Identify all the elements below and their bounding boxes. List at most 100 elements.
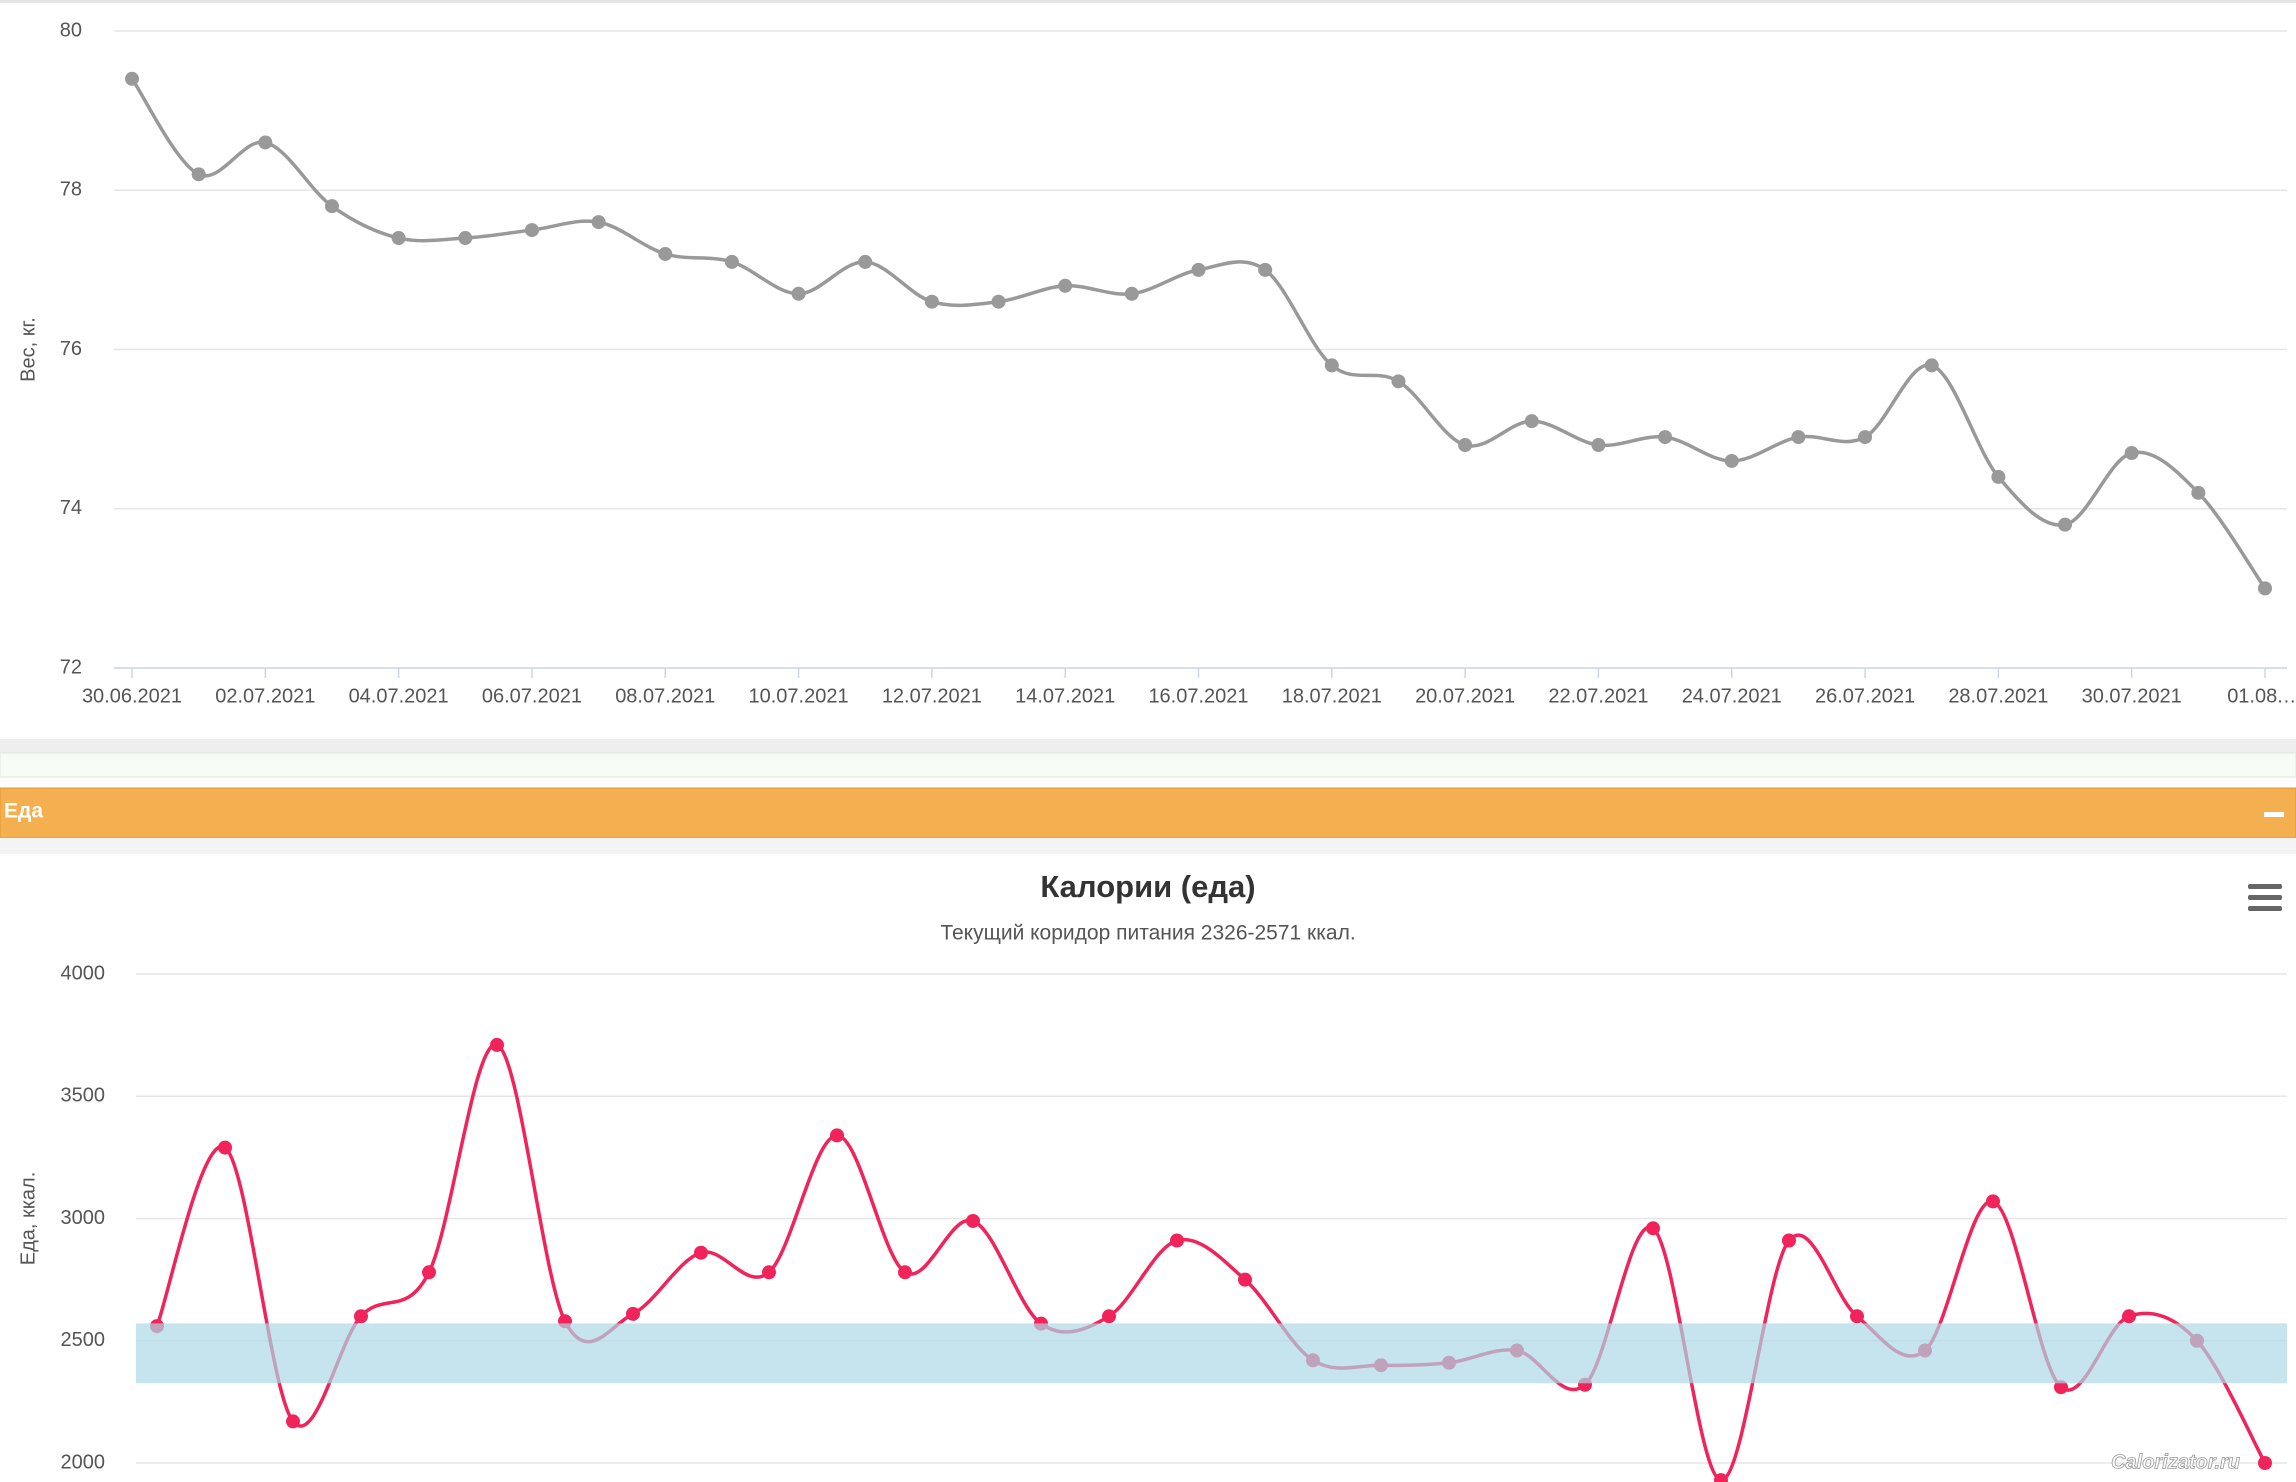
x-tick-label: 01.08.… [2227, 685, 2296, 707]
data-point [694, 1245, 708, 1260]
data-point [1591, 438, 1606, 453]
x-tick-label: 30.06.2021 [82, 685, 182, 707]
data-point [2058, 517, 2073, 532]
data-point [1170, 1233, 1184, 1248]
data-point [924, 294, 939, 309]
data-point [1238, 1272, 1252, 1287]
data-point [830, 1128, 844, 1143]
data-line [130, 77, 2267, 590]
x-tick-label: 28.07.2021 [1948, 685, 2048, 707]
x-tick-label: 02.07.2021 [215, 685, 315, 707]
x-tick-label: 18.07.2021 [1282, 685, 1382, 707]
data-point [1258, 262, 1273, 277]
data-point [1991, 469, 2006, 484]
data-point [991, 294, 1006, 309]
menu-line [2248, 895, 2282, 900]
data-point [591, 215, 606, 230]
data-point [354, 1309, 368, 1324]
data-point [1658, 430, 1673, 445]
data-point [1102, 1309, 1116, 1324]
data-point [1986, 1194, 2000, 1209]
data-point [1714, 1473, 1728, 1482]
watermark: Calorizator.ru [2111, 1451, 2240, 1473]
data-point [2124, 446, 2139, 461]
data-point [626, 1306, 640, 1321]
y-tick-label: 2500 [61, 1329, 106, 1351]
data-point [1458, 438, 1473, 453]
data-line [155, 1043, 2267, 1482]
data-point [1646, 1221, 1660, 1236]
x-tick-label: 24.07.2021 [1682, 685, 1782, 707]
separator [0, 739, 2296, 753]
y-tick-label: 2000 [61, 1451, 106, 1473]
data-point [1524, 414, 1539, 429]
chart-subtitle: Текущий коридор питания 2326-2571 ккал. [940, 922, 1355, 945]
y-tick-label: 76 [60, 338, 82, 360]
data-point [724, 254, 739, 269]
panel-gap [0, 838, 2296, 854]
data-point [791, 286, 806, 301]
data-point [898, 1265, 912, 1280]
data-point [1858, 430, 1873, 445]
menu-line [2248, 884, 2282, 889]
data-point [458, 231, 473, 246]
top-border [0, 0, 2296, 3]
x-tick-label: 06.07.2021 [482, 685, 582, 707]
data-point [1391, 374, 1406, 389]
separator-strip [0, 752, 2296, 778]
data-point [1782, 1233, 1796, 1248]
x-tick-label: 26.07.2021 [1815, 685, 1915, 707]
data-point [1791, 430, 1806, 445]
data-point [324, 199, 339, 214]
panel-header[interactable] [0, 787, 2296, 839]
x-tick-label: 14.07.2021 [1015, 685, 1115, 707]
x-tick-label: 22.07.2021 [1548, 685, 1648, 707]
y-tick-label: 74 [60, 497, 82, 519]
data-point [218, 1140, 232, 1155]
data-point [966, 1213, 980, 1228]
y-tick-label: 72 [60, 656, 82, 678]
x-tick-label: 08.07.2021 [615, 685, 715, 707]
menu-button[interactable] [2248, 884, 2282, 911]
data-point [658, 246, 673, 261]
data-point [191, 167, 206, 182]
data-point [1058, 278, 1073, 293]
data-point [391, 231, 406, 246]
x-tick-label: 16.07.2021 [1148, 685, 1248, 707]
data-point [258, 135, 273, 150]
data-point [2122, 1309, 2136, 1324]
y-tick-label: 78 [60, 179, 82, 201]
data-point [490, 1037, 504, 1052]
y-axis-label: Еда, ккал. [17, 1172, 39, 1266]
data-point [286, 1414, 300, 1429]
data-point [858, 254, 873, 269]
y-tick-label: 3500 [61, 1085, 106, 1107]
x-tick-label: 20.07.2021 [1415, 685, 1515, 707]
data-point [2054, 1380, 2068, 1395]
y-tick-label: 3000 [61, 1207, 106, 1229]
y-tick-label: 80 [60, 19, 82, 41]
data-point [422, 1265, 436, 1280]
collapse-button[interactable] [2264, 812, 2284, 817]
data-point [1850, 1309, 1864, 1324]
chart-title: Калории (еда) [1040, 869, 1255, 904]
y-tick-label: 4000 [61, 962, 106, 984]
data-point [125, 71, 139, 86]
data-point [1924, 358, 1939, 373]
data-point [2191, 485, 2206, 500]
data-point [1324, 358, 1339, 373]
x-tick-label: 10.07.2021 [749, 685, 849, 707]
plot-band [136, 1323, 2287, 1384]
data-point [524, 223, 539, 238]
x-tick-label: 04.07.2021 [349, 685, 449, 707]
panel-title: Еда [4, 800, 43, 823]
data-point [762, 1265, 776, 1280]
y-axis-label: Вес, кг. [17, 317, 39, 382]
data-point [2258, 1456, 2272, 1470]
x-tick-label: 12.07.2021 [882, 685, 982, 707]
data-point [2258, 581, 2272, 596]
data-point [1724, 453, 1739, 468]
x-tick-label: 30.07.2021 [2082, 685, 2182, 707]
